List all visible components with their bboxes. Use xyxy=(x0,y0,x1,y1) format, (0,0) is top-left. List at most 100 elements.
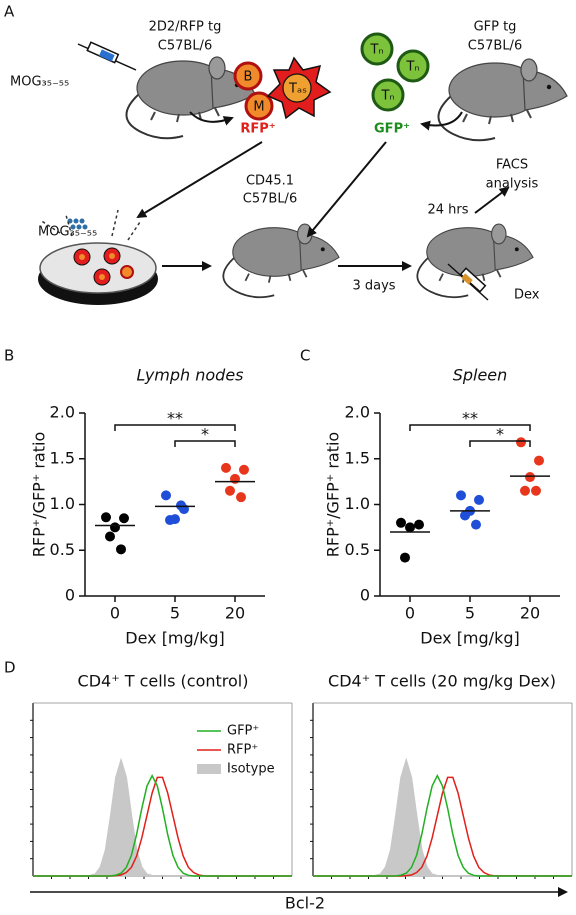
cell-label: Tₙ xyxy=(380,89,394,104)
y-tick-label: 1.0 xyxy=(50,494,75,513)
histogram-line xyxy=(33,776,292,877)
x-tick-label: 20 xyxy=(225,604,245,623)
gfp-label: GFP⁺ xyxy=(374,122,410,137)
legend-label: GFP⁺ xyxy=(227,724,259,739)
dot xyxy=(534,455,544,466)
dot xyxy=(161,490,171,501)
significance-label: ** xyxy=(462,409,478,428)
cell-label: M xyxy=(253,100,264,115)
mouse-recipient xyxy=(222,223,340,299)
cell-label: Tₙ xyxy=(405,60,419,75)
peptide-label: MOG₃₅₋₅₅ xyxy=(38,225,97,240)
y-tick-label: 0.5 xyxy=(345,540,370,559)
dot xyxy=(105,531,115,542)
panel-label: B xyxy=(4,347,14,365)
chart-title: CD4⁺ T cells (control) xyxy=(78,672,249,691)
dot xyxy=(405,522,415,533)
chart-title: CD4⁺ T cells (20 mg/kg Dex) xyxy=(328,672,556,691)
dot xyxy=(471,519,481,530)
panel-label: A xyxy=(4,3,15,21)
dot xyxy=(396,517,406,528)
x-axis-label: Dex [mg/kg] xyxy=(420,629,519,648)
gfp-cells xyxy=(360,32,430,112)
strain-label: C57BL/6 xyxy=(243,192,297,207)
dot xyxy=(110,522,120,533)
dot xyxy=(531,485,541,496)
y-tick-label: 1.5 xyxy=(50,448,75,467)
syringe xyxy=(447,263,489,301)
significance-label: * xyxy=(496,425,504,444)
significance-label: * xyxy=(201,425,209,444)
y-tick-label: 0.5 xyxy=(50,540,75,559)
y-tick-label: 0 xyxy=(65,586,75,605)
x-tick-label: 0 xyxy=(110,604,120,623)
y-tick-label: 1.5 xyxy=(345,448,370,467)
dot xyxy=(176,500,186,511)
dot xyxy=(474,494,484,505)
readout-label: FACS xyxy=(496,158,528,173)
arrows xyxy=(136,111,510,271)
histogram-area xyxy=(313,757,572,877)
dot xyxy=(116,544,126,555)
wait-label: 24 hrs xyxy=(427,203,468,218)
dot xyxy=(239,464,249,475)
strain-label: C57BL/6 xyxy=(158,39,212,54)
petri-dish xyxy=(38,209,158,305)
peptide-label: MOG₃₅₋₅₅ xyxy=(10,75,69,90)
cell-label: B xyxy=(244,70,253,85)
dot xyxy=(225,485,235,496)
legend-label: RFP⁺ xyxy=(227,743,258,758)
y-axis-label: RFP⁺/GFP⁺ ratio xyxy=(324,432,343,557)
histogram-line xyxy=(313,773,572,877)
significance-bracket xyxy=(174,440,236,447)
dot xyxy=(414,519,424,530)
y-tick-label: 2.0 xyxy=(50,403,75,422)
rfp-label: RFP⁺ xyxy=(240,122,275,137)
readout-label: analysis xyxy=(486,177,539,192)
dot xyxy=(460,510,470,521)
x-tick-label: 20 xyxy=(520,604,540,623)
significance-label: ** xyxy=(167,409,183,428)
dot xyxy=(101,512,111,523)
panel-label: D xyxy=(4,659,16,677)
syringe xyxy=(77,41,137,71)
y-axis-label: RFP⁺/GFP⁺ ratio xyxy=(30,432,49,557)
legend-swatch xyxy=(197,764,221,774)
strain-label: 2D2/RFP tg xyxy=(149,20,222,35)
histogram-line xyxy=(33,773,292,877)
y-tick-label: 2.0 xyxy=(345,403,370,422)
dot xyxy=(400,552,410,563)
dot xyxy=(119,513,129,524)
x-tick-label: 5 xyxy=(170,604,180,623)
strain-label: GFP tg xyxy=(474,20,517,35)
strain-label: C57BL/6 xyxy=(468,39,522,54)
cell-label: Tₙ xyxy=(369,43,383,58)
dot xyxy=(456,490,466,501)
significance-bracket xyxy=(114,424,236,431)
x-axis-label: Bcl-2 xyxy=(285,894,325,913)
dot xyxy=(516,437,526,448)
y-tick-label: 0 xyxy=(360,586,370,605)
chart-title: Lymph nodes xyxy=(136,366,243,385)
dot xyxy=(520,485,530,496)
interval-label: 3 days xyxy=(352,279,395,294)
dot xyxy=(165,515,175,526)
significance-bracket xyxy=(409,424,531,431)
histogram-line xyxy=(313,776,573,877)
cell-label: Tₐₛ xyxy=(288,82,307,97)
x-axis-label: Dex [mg/kg] xyxy=(125,629,224,648)
dot xyxy=(236,492,246,503)
x-tick-label: 5 xyxy=(465,604,475,623)
dot xyxy=(230,473,240,484)
dot xyxy=(221,462,231,473)
rfp-cells xyxy=(233,56,332,121)
x-tick-label: 0 xyxy=(405,604,415,623)
mouse-donor-gfp xyxy=(437,58,568,142)
legend-label: Isotype xyxy=(227,762,275,777)
dot xyxy=(525,472,535,483)
strain-label: CD45.1 xyxy=(246,174,294,189)
significance-bracket xyxy=(469,440,531,447)
drug-label: Dex xyxy=(514,288,540,303)
y-tick-label: 1.0 xyxy=(345,494,370,513)
